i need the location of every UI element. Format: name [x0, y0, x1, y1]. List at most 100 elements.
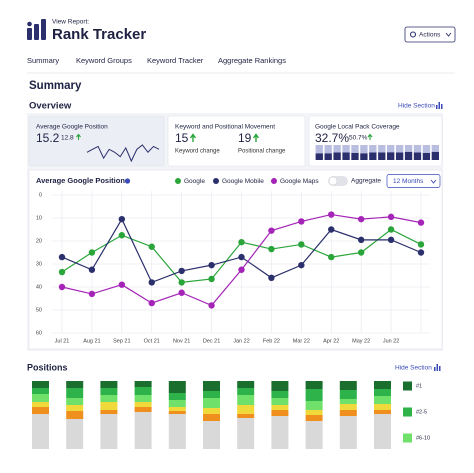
- metric-label: Positional change: [238, 149, 286, 155]
- nav-tab[interactable]: Keyword Groups: [76, 56, 132, 65]
- coverage-bar: [324, 145, 332, 154]
- stack-segment: [168, 400, 186, 407]
- info-icon[interactable]: [124, 178, 131, 184]
- stack-segment: [66, 388, 84, 398]
- card: [167, 115, 306, 167]
- stack-segment: [339, 390, 357, 399]
- period-dropdown[interactable]: [386, 174, 441, 188]
- point: [148, 279, 155, 286]
- stack-segment: [237, 414, 255, 418]
- legend-label: #2-5: [416, 409, 427, 415]
- legend-swatch: [403, 433, 412, 443]
- y-tick-label: 0: [39, 192, 42, 198]
- x-tick-label: Sep 21: [113, 338, 130, 344]
- stack-segment: [100, 388, 118, 395]
- stack-segment: [271, 416, 289, 449]
- point: [328, 226, 335, 233]
- stack-segment: [305, 401, 323, 410]
- chevron: [430, 179, 437, 184]
- coverage-bar: [404, 145, 413, 152]
- point: [238, 266, 245, 273]
- coverage-bar: [378, 152, 386, 160]
- stack-segment: [339, 404, 357, 410]
- y-tick-label: 20: [36, 238, 42, 244]
- card-value: 15.2: [36, 131, 60, 145]
- point: [148, 299, 155, 307]
- x-tick-label: Aug 21: [83, 338, 100, 344]
- y-tick-label: 30: [36, 261, 42, 267]
- stack-segment: [32, 394, 49, 402]
- stack-segment: [203, 421, 220, 449]
- stack-segment: [32, 414, 49, 449]
- point: [238, 253, 245, 261]
- period-label[interactable]: 12 Months: [393, 178, 424, 185]
- section-title: Summary: [29, 80, 82, 92]
- legend-label: #1: [416, 383, 422, 389]
- stack-segment: [66, 411, 84, 419]
- stack-segment: [100, 395, 118, 402]
- x-tick-label: May 22: [352, 338, 370, 344]
- sparkline: [86, 144, 160, 163]
- stack-segment: [100, 381, 118, 388]
- toggle-label[interactable]: Aggregate: [351, 178, 381, 185]
- point: [417, 219, 425, 226]
- stack-segment: [203, 381, 220, 391]
- point: [357, 215, 365, 223]
- point: [88, 249, 96, 256]
- nav-tab[interactable]: Aggregate Rankings: [218, 56, 286, 65]
- hide-icon: [434, 364, 441, 371]
- point: [118, 215, 126, 223]
- actions-label[interactable]: Actions: [419, 32, 441, 39]
- coverage-bar: [360, 145, 368, 154]
- card-title: Google Local Pack Coverage: [315, 124, 400, 131]
- nav-tab[interactable]: Keyword Tracker: [147, 56, 204, 65]
- point: [357, 236, 365, 244]
- stack-segment: [134, 381, 152, 387]
- coverage-bar: [342, 145, 350, 153]
- point: [387, 236, 395, 244]
- legend-swatch: [403, 407, 412, 417]
- stack-segment: [32, 407, 49, 414]
- coverage-bar: [333, 145, 341, 153]
- hide-section[interactable]: Hide Section: [395, 365, 432, 372]
- up-arrow: [76, 133, 81, 140]
- coverage-bar: [351, 152, 359, 160]
- point: [328, 211, 335, 218]
- point: [328, 253, 335, 261]
- x-tick-label: Jul 21: [55, 338, 70, 344]
- stack-segment: [339, 410, 357, 416]
- stack-segment: [237, 418, 255, 449]
- legend-label: Google Mobile: [222, 178, 264, 185]
- card: [28, 115, 165, 167]
- stack-segment: [134, 412, 152, 449]
- point: [178, 279, 185, 286]
- card-change: 50.7%: [349, 135, 368, 142]
- nav-tab[interactable]: Summary: [27, 56, 59, 65]
- coverage-bar: [369, 152, 377, 160]
- stack-segment: [32, 388, 49, 394]
- card-change: 12.8: [61, 135, 74, 142]
- stack-segment: [32, 381, 49, 388]
- actions-button[interactable]: [404, 26, 456, 43]
- coverage-bar: [315, 145, 323, 154]
- stack-segment: [168, 407, 186, 411]
- stack-segment: [100, 402, 118, 410]
- coverage-bar: [404, 151, 413, 160]
- stack-segment: [66, 419, 84, 449]
- stack-segment: [168, 393, 186, 400]
- stack-segment: [168, 381, 186, 393]
- stack-segment: [237, 388, 255, 395]
- x-tick-label: Jan 22: [233, 338, 250, 344]
- point: [298, 261, 305, 269]
- hide-section[interactable]: Hide Section: [398, 103, 435, 110]
- x-tick-label: Apr 22: [323, 338, 339, 344]
- y-tick-label: 60: [36, 330, 42, 336]
- toggle-knob: [328, 176, 338, 186]
- legend-label: Google Maps: [280, 178, 319, 185]
- chart-title: Average Google Position: [36, 176, 125, 185]
- chart-panel: [28, 169, 443, 350]
- stack-segment: [374, 410, 391, 414]
- stack-segment: [168, 414, 186, 449]
- point: [178, 289, 185, 296]
- coverage-bar: [324, 153, 332, 160]
